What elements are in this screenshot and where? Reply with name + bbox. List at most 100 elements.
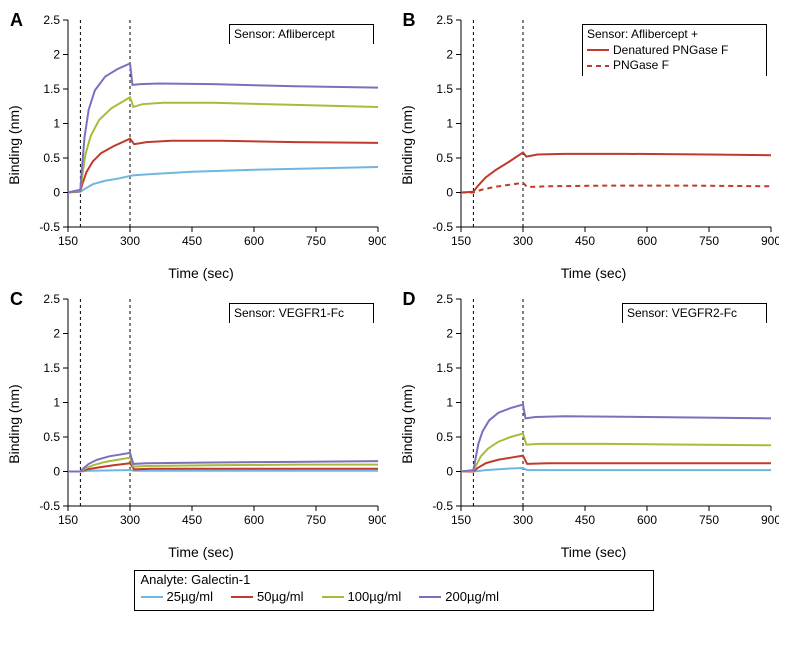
svg-text:750: 750 — [306, 513, 326, 527]
chart-wrap: Binding (nm)-0.500.511.522.5150300450600… — [16, 287, 387, 560]
legend-swatch — [231, 596, 253, 598]
y-axis-label: Binding (nm) — [399, 384, 415, 463]
panel-legend-label: Denatured PNGase F — [613, 43, 728, 59]
analyte-legend-item: 100µg/ml — [322, 589, 402, 604]
svg-text:300: 300 — [512, 234, 532, 248]
svg-text:1.5: 1.5 — [436, 82, 453, 96]
svg-text:450: 450 — [182, 234, 202, 248]
panel-legend-row: Denatured PNGase F — [587, 43, 762, 59]
svg-text:600: 600 — [244, 513, 264, 527]
svg-text:600: 600 — [244, 234, 264, 248]
svg-text:150: 150 — [450, 234, 470, 248]
svg-text:300: 300 — [120, 513, 140, 527]
svg-text:2.5: 2.5 — [436, 292, 453, 306]
svg-text:900: 900 — [760, 513, 778, 527]
chart-svg: -0.500.511.522.5150300450600750900Sensor… — [16, 8, 386, 263]
panel-legend-title: Sensor: VEGFR2-Fc — [627, 306, 762, 322]
svg-text:0.5: 0.5 — [436, 430, 453, 444]
svg-text:2.5: 2.5 — [43, 13, 60, 27]
analyte-legend: Analyte: Galectin-1 25µg/ml 50µg/ml 100µg/… — [134, 570, 654, 611]
legend-swatch — [141, 596, 163, 598]
svg-text:1: 1 — [446, 117, 453, 131]
panel-legend: Sensor: VEGFR2-Fc — [622, 303, 767, 323]
svg-text:150: 150 — [58, 513, 78, 527]
series-line — [68, 63, 378, 192]
x-axis-label: Time (sec) — [16, 544, 386, 560]
chart-svg: -0.5 0 0.5 1 1.5 2 2.5 150 300 450 600 750 900 Sensor… — [16, 287, 386, 542]
analyte-legend-item: 25µg/ml — [141, 589, 214, 604]
svg-text:-0.5: -0.5 — [432, 220, 453, 234]
legend-label: 50µg/ml — [257, 589, 304, 604]
svg-text:900: 900 — [760, 234, 778, 248]
svg-text:0.5: 0.5 — [43, 151, 60, 165]
panel-legend-label: PNGase F — [613, 58, 669, 74]
analyte-legend-items: 25µg/ml 50µg/ml 100µg/ml 200µg/ml — [141, 589, 647, 604]
legend-swatch — [322, 596, 344, 598]
svg-text:-0.5: -0.5 — [432, 499, 453, 513]
analyte-legend-title: Analyte: Galectin-1 — [141, 572, 647, 587]
svg-text:150: 150 — [450, 513, 470, 527]
figure: ABinding (nm)-0.500.511.522.515030045060… — [8, 8, 779, 611]
panel-c: CBinding (nm)-0.500.511.522.515030045060… — [8, 287, 387, 560]
svg-text:1.5: 1.5 — [43, 82, 60, 96]
svg-text:450: 450 — [182, 513, 202, 527]
svg-text:0: 0 — [446, 465, 453, 479]
analyte-legend-item: 200µg/ml — [419, 589, 499, 604]
svg-text:600: 600 — [636, 234, 656, 248]
legend-swatch — [419, 596, 441, 598]
x-axis-label: Time (sec) — [409, 544, 779, 560]
chart-svg: -0.500.511.522.5150300450600750900Sensor… — [409, 287, 779, 542]
panel-d: DBinding (nm)-0.500.511.522.515030045060… — [401, 287, 780, 560]
x-axis-label: Time (sec) — [16, 265, 386, 281]
panel-legend: Sensor: VEGFR1-Fc — [229, 303, 374, 323]
svg-text:2: 2 — [446, 327, 453, 341]
svg-text:0.5: 0.5 — [436, 151, 453, 165]
panel-grid: ABinding (nm)-0.500.511.522.515030045060… — [8, 8, 779, 560]
svg-text:750: 750 — [698, 513, 718, 527]
panel-legend-row: PNGase F — [587, 58, 762, 74]
panel-legend: Sensor: Aflibercept +Denatured PNGase FP… — [582, 24, 767, 76]
series-line — [68, 167, 378, 193]
svg-text:0: 0 — [53, 465, 60, 479]
y-axis-label: Binding (nm) — [6, 384, 22, 463]
series-line — [461, 434, 771, 472]
svg-text:2: 2 — [446, 48, 453, 62]
svg-text:300: 300 — [120, 234, 140, 248]
chart-wrap: Binding (nm)-0.500.511.522.5150300450600… — [409, 8, 780, 281]
svg-text:450: 450 — [574, 513, 594, 527]
svg-text:300: 300 — [512, 513, 532, 527]
series-line — [68, 139, 378, 193]
svg-text:2: 2 — [53, 327, 60, 341]
svg-text:1: 1 — [446, 396, 453, 410]
svg-text:900: 900 — [368, 234, 386, 248]
svg-text:1: 1 — [53, 396, 60, 410]
svg-text:2: 2 — [53, 48, 60, 62]
panel-legend-title: Sensor: Aflibercept + — [587, 27, 762, 43]
panel-a: ABinding (nm)-0.500.511.522.515030045060… — [8, 8, 387, 281]
legend-label: 25µg/ml — [167, 589, 214, 604]
series-line — [461, 468, 771, 471]
series-line — [68, 470, 378, 471]
svg-text:2.5: 2.5 — [436, 13, 453, 27]
legend-label: 100µg/ml — [348, 589, 402, 604]
legend-label: 200µg/ml — [445, 589, 499, 604]
svg-text:750: 750 — [698, 234, 718, 248]
svg-text:0.5: 0.5 — [43, 430, 60, 444]
chart-wrap: Binding (nm)-0.500.511.522.5150300450600… — [16, 8, 387, 281]
svg-text:1.5: 1.5 — [43, 361, 60, 375]
svg-text:2.5: 2.5 — [43, 292, 60, 306]
svg-text:-0.5: -0.5 — [39, 499, 60, 513]
chart-wrap: Binding (nm)-0.500.511.522.5150300450600… — [409, 287, 780, 560]
svg-text:900: 900 — [368, 513, 386, 527]
svg-text:600: 600 — [636, 513, 656, 527]
svg-text:0: 0 — [53, 186, 60, 200]
svg-text:-0.5: -0.5 — [39, 220, 60, 234]
svg-text:1: 1 — [53, 117, 60, 131]
panel-legend: Sensor: Aflibercept — [229, 24, 374, 44]
svg-text:450: 450 — [574, 234, 594, 248]
svg-text:750: 750 — [306, 234, 326, 248]
series-line — [461, 183, 771, 193]
panel-legend-title: Sensor: Aflibercept — [234, 27, 369, 43]
x-axis-label: Time (sec) — [409, 265, 779, 281]
panel-legend-title: Sensor: VEGFR1-Fc — [234, 306, 369, 322]
